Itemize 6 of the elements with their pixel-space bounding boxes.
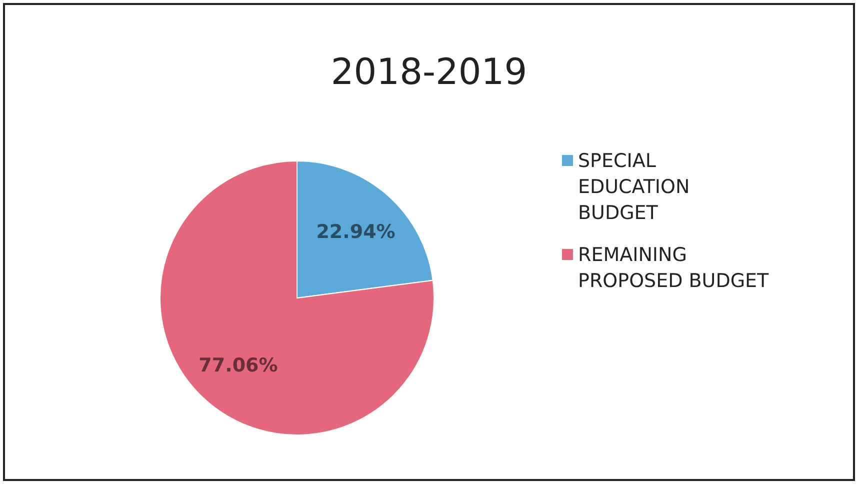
chart-title: 2018-2019 bbox=[330, 52, 528, 93]
pie-slice bbox=[160, 160, 434, 436]
legend-label: REMAINING PROPOSED BUDGET bbox=[578, 244, 770, 292]
data-label: 77.06% bbox=[198, 354, 278, 377]
data-label: 22.94% bbox=[316, 220, 396, 243]
legend-label: SPECIAL EDUCATION BUDGET bbox=[578, 150, 690, 224]
